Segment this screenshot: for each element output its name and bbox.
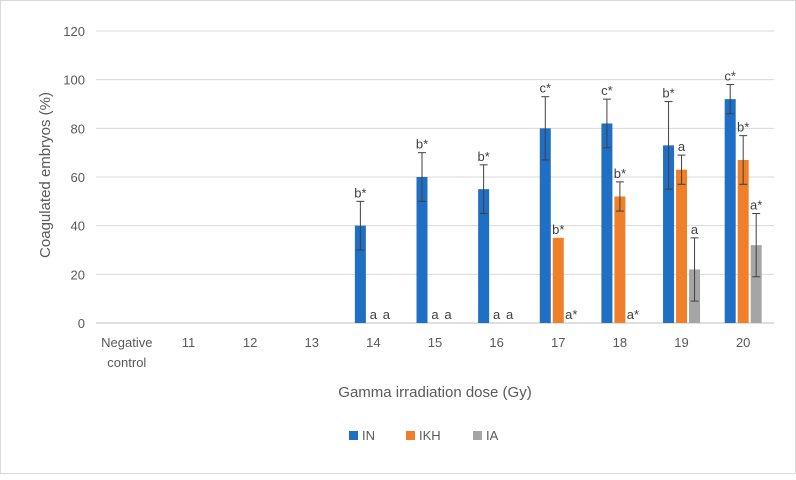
x-tick-label: Negative bbox=[101, 335, 152, 350]
significance-label: a bbox=[678, 139, 686, 154]
y-tick-label: 80 bbox=[71, 121, 85, 136]
bar-IKH-17 bbox=[553, 238, 564, 323]
x-tick-label: 17 bbox=[551, 335, 565, 350]
x-tick-label: 20 bbox=[736, 335, 750, 350]
chart-container: b* b* b* c* c* b* c* a a a b* b* a b* a a a a* a* a a* 0 20 40… bbox=[0, 0, 796, 474]
significance-label: b* bbox=[477, 149, 489, 164]
significance-label: a bbox=[370, 307, 378, 322]
bar-IKH-18 bbox=[614, 196, 625, 323]
significance-label: a bbox=[444, 307, 452, 322]
x-tick-label: 19 bbox=[674, 335, 688, 350]
x-tick-label: 12 bbox=[243, 335, 257, 350]
significance-label: a bbox=[493, 307, 501, 322]
axis-ticks: 0 20 40 60 80 100 120 Negative control 11 12 13 14 15… bbox=[63, 24, 750, 370]
significance-label: b* bbox=[662, 86, 674, 101]
legend-swatch-in bbox=[349, 431, 358, 440]
bar-IN-18 bbox=[601, 123, 612, 323]
x-tick-label: 15 bbox=[428, 335, 442, 350]
x-tick-label: 14 bbox=[366, 335, 380, 350]
y-tick-label: 120 bbox=[63, 24, 85, 39]
legend-swatch-ikh bbox=[406, 431, 415, 440]
x-axis-title: Gamma irradiation dose (Gy) bbox=[338, 384, 531, 401]
legend-label-ikh: IKH bbox=[419, 428, 441, 443]
y-tick-label: 40 bbox=[71, 219, 85, 234]
y-tick-label: 0 bbox=[78, 316, 85, 331]
legend: IN IKH IA bbox=[349, 428, 499, 443]
x-tick-label: 18 bbox=[613, 335, 627, 350]
significance-label: a* bbox=[627, 307, 639, 322]
x-tick-label: control bbox=[107, 355, 146, 370]
significance-label: a* bbox=[750, 198, 762, 213]
y-axis-title: Coagulated embryos (%) bbox=[37, 92, 54, 258]
x-tick-label: 11 bbox=[182, 335, 196, 350]
y-tick-label: 60 bbox=[71, 170, 85, 185]
x-tick-label: 16 bbox=[489, 335, 503, 350]
significance-label: c* bbox=[724, 69, 736, 84]
legend-label-ia: IA bbox=[486, 428, 499, 443]
bars bbox=[355, 99, 762, 323]
significance-label: c* bbox=[601, 83, 613, 98]
significance-label: b* bbox=[737, 120, 749, 135]
y-tick-label: 20 bbox=[71, 267, 85, 282]
significance-label: b* bbox=[416, 137, 428, 152]
significance-label: b* bbox=[354, 185, 366, 200]
significance-label: c* bbox=[539, 81, 551, 96]
legend-label-in: IN bbox=[362, 428, 375, 443]
bar-IKH-19 bbox=[676, 170, 687, 323]
y-tick-label: 100 bbox=[63, 73, 85, 88]
bar-chart: b*b*b*c* c* b*c*a a ab*b*ab*a a a a* a*aa* 02040… bbox=[1, 1, 796, 475]
significance-label: a bbox=[431, 307, 439, 322]
significance-label: a bbox=[691, 222, 699, 237]
significance-label: a bbox=[506, 307, 514, 322]
significance-label: a* bbox=[565, 307, 577, 322]
significance-label: a bbox=[383, 307, 391, 322]
x-tick-label: 13 bbox=[304, 335, 318, 350]
significance-label: b* bbox=[552, 222, 564, 237]
legend-swatch-ia bbox=[473, 431, 482, 440]
bar-IN-20 bbox=[725, 99, 736, 323]
significance-label: b* bbox=[614, 166, 626, 181]
